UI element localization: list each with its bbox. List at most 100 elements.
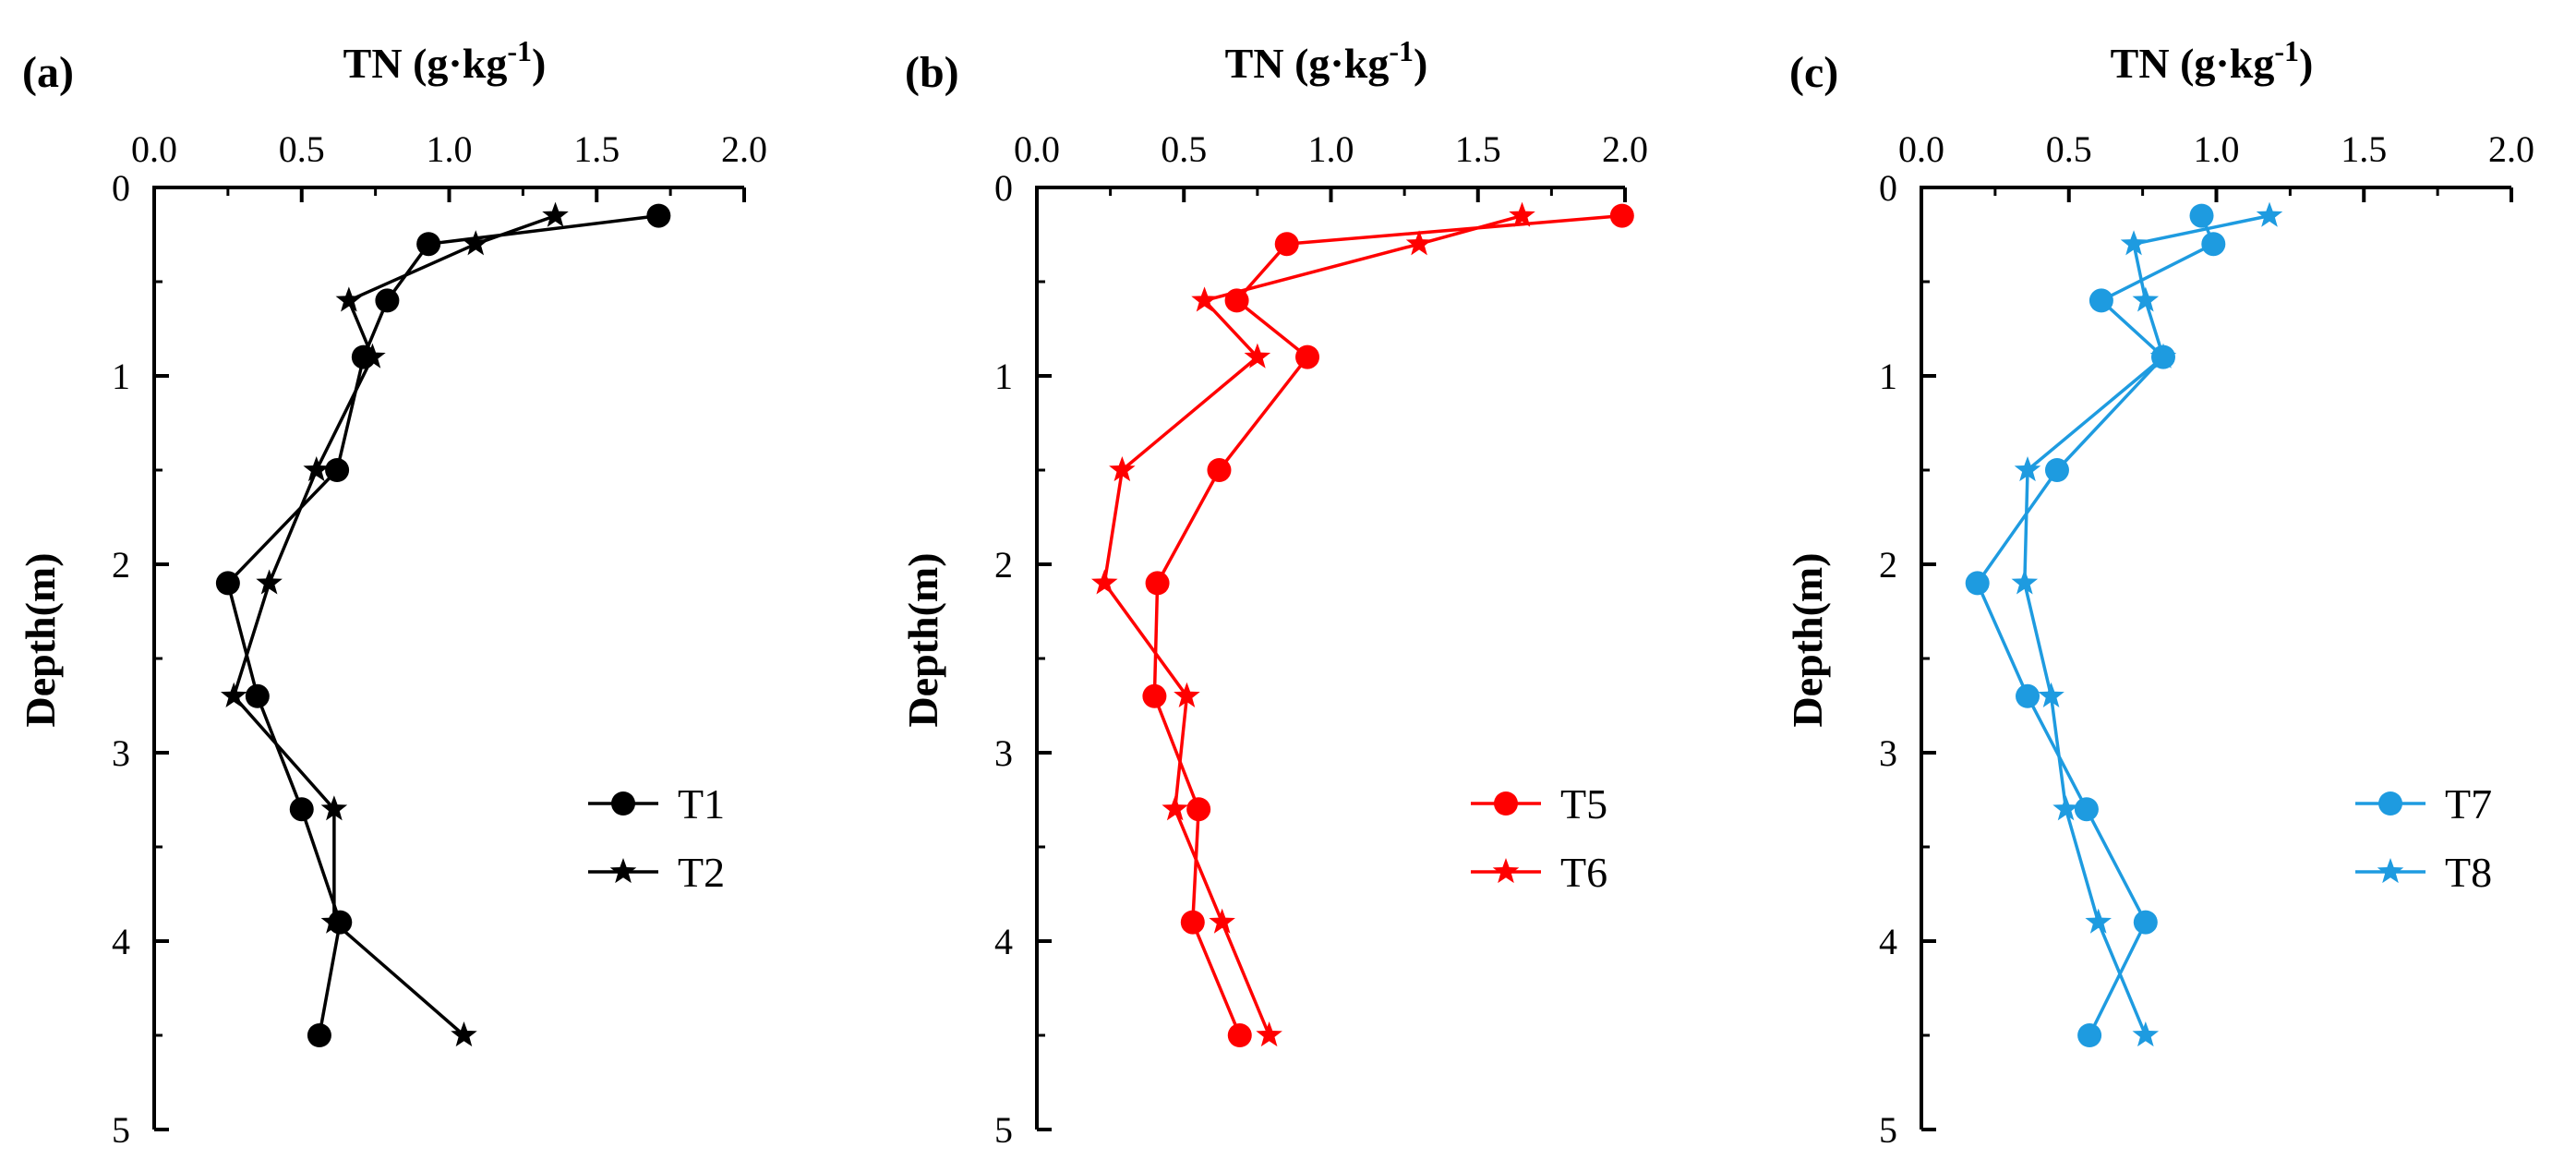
x-tick-label: 0.5	[1161, 128, 1207, 170]
x-tick-label: 1.5	[2341, 128, 2387, 170]
x-tick-label: 2.0	[2488, 128, 2534, 170]
data-point	[221, 682, 247, 707]
y-tick-label: 0	[1879, 167, 1897, 209]
legend-label: T6	[1560, 849, 1607, 896]
data-point	[1256, 1021, 1282, 1047]
y-tick-label: 2	[1879, 544, 1897, 586]
data-point	[289, 797, 314, 822]
legend-marker	[2377, 858, 2404, 884]
data-point	[320, 795, 348, 821]
legend-marker	[1494, 791, 1518, 816]
series-T2	[221, 201, 569, 1047]
y-tick-label: 4	[994, 921, 1013, 962]
y-tick-label: 1	[994, 356, 1013, 397]
y-tick-label: 4	[1879, 921, 1897, 962]
series-line	[1975, 214, 2216, 1036]
y-tick-label: 5	[112, 1109, 130, 1151]
series-T6	[1090, 201, 1535, 1047]
data-point	[2120, 230, 2148, 256]
y-tick-label: 1	[112, 356, 130, 397]
data-point	[1274, 232, 1299, 257]
x-tick-label: 2.0	[1602, 128, 1648, 170]
data-point	[2044, 458, 2069, 482]
panel-label: (b)	[905, 48, 959, 97]
series-T5	[1142, 203, 1634, 1047]
data-point	[2149, 343, 2177, 369]
legend-label: T5	[1560, 780, 1607, 828]
x-tick-label: 0.0	[1014, 128, 1060, 170]
data-point	[2201, 232, 2226, 257]
data-point	[2189, 203, 2214, 228]
x-tick-label: 1.0	[427, 128, 473, 170]
data-point	[375, 288, 400, 313]
data-point	[2014, 456, 2041, 482]
data-point	[2133, 910, 2158, 935]
legend-marker	[609, 858, 637, 884]
x-tick-label: 0.0	[131, 128, 177, 170]
data-point	[2038, 682, 2064, 707]
y-axis-title: Depth(m)	[17, 552, 64, 727]
y-tick-label: 1	[1879, 356, 1897, 397]
y-tick-label: 3	[112, 732, 130, 774]
data-point	[1191, 286, 1218, 312]
data-point	[542, 201, 569, 227]
data-point	[320, 908, 348, 934]
data-point	[416, 232, 441, 257]
data-point	[303, 456, 330, 482]
data-point	[1109, 456, 1136, 482]
x-tick-label: 0.0	[1898, 128, 1944, 170]
legend-label: T7	[2445, 780, 2492, 828]
y-tick-label: 2	[994, 544, 1013, 586]
x-tick-label: 1.5	[573, 128, 620, 170]
series-line	[2023, 213, 2270, 1036]
x-tick-label: 0.5	[279, 128, 325, 170]
data-point	[1142, 683, 1167, 708]
data-point	[2085, 908, 2112, 934]
x-tick-label: 1.0	[2194, 128, 2240, 170]
y-axis-title: Depth(m)	[899, 552, 946, 727]
x-tick-label: 0.5	[2046, 128, 2092, 170]
data-point	[307, 1023, 331, 1047]
y-tick-label: 5	[1879, 1109, 1897, 1151]
y-tick-label: 0	[994, 167, 1013, 209]
panel-label: (c)	[1789, 48, 1838, 97]
data-point	[1209, 908, 1235, 934]
x-axis-title: TN (g·kg-1)	[2111, 34, 2314, 87]
legend-marker	[1492, 858, 1520, 884]
data-point	[1145, 571, 1170, 596]
legend-label: T2	[678, 849, 725, 896]
series-line	[1102, 213, 1523, 1036]
x-tick-label: 1.5	[1455, 128, 1501, 170]
data-point	[1174, 682, 1200, 707]
data-point	[2016, 683, 2040, 708]
panel-label: (a)	[22, 48, 74, 97]
data-point	[2256, 201, 2283, 227]
data-point	[2132, 286, 2160, 312]
legend-label: T8	[2445, 849, 2492, 896]
chart-panel-3: 0.0 0.5 1.0 1.5 2.0 0 1 2 3 4 5 (c) TN (g·kg-1) Depth…	[1784, 34, 2534, 1151]
data-point	[1207, 458, 1232, 482]
series-line	[232, 213, 557, 1037]
data-point	[1227, 1023, 1252, 1047]
data-point	[2011, 569, 2039, 595]
y-tick-label: 0	[112, 167, 130, 209]
series-T1	[215, 203, 671, 1047]
y-tick-label: 3	[1879, 732, 1897, 774]
data-point	[256, 569, 283, 595]
data-point	[1244, 343, 1271, 369]
legend-marker	[611, 791, 635, 816]
data-point	[462, 230, 489, 256]
data-point	[359, 343, 386, 369]
data-point	[646, 203, 671, 228]
data-point	[1295, 344, 1320, 369]
data-point	[451, 1021, 477, 1047]
y-axis-title: Depth(m)	[1784, 552, 1831, 727]
x-tick-label: 2.0	[721, 128, 767, 170]
data-point	[2132, 1021, 2160, 1047]
data-point	[1090, 569, 1118, 595]
x-axis-title: TN (g·kg-1)	[1225, 34, 1428, 87]
x-tick-label: 1.0	[1308, 128, 1354, 170]
